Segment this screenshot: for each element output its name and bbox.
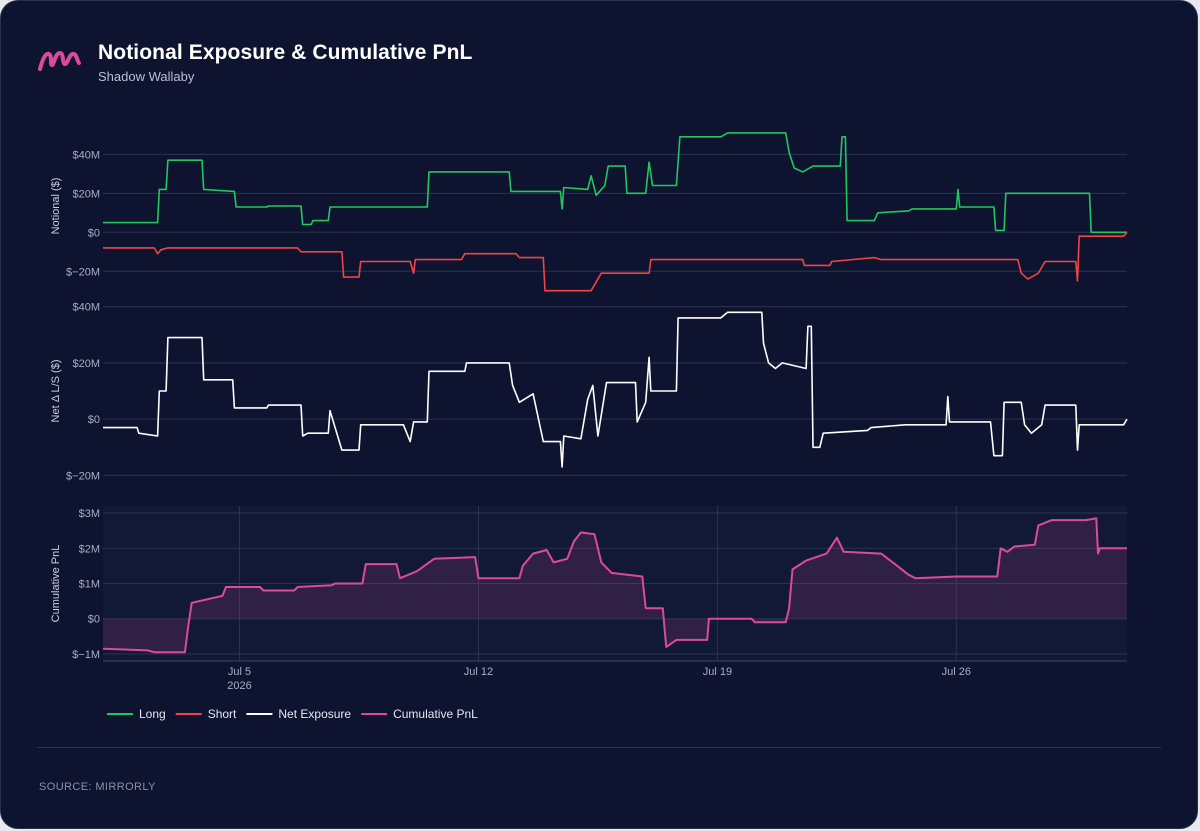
notional-y-tick-label: $40M bbox=[72, 149, 100, 161]
pnl-y-tick-label: $3M bbox=[79, 508, 100, 520]
series-line-long[interactable] bbox=[103, 132, 1127, 234]
legend-item-short[interactable]: Short bbox=[175, 707, 237, 721]
net-y-tick-label: $20M bbox=[72, 358, 100, 370]
pnl-y-axis-title: Cumulative PnL bbox=[50, 545, 62, 623]
x-tick-label-2: Jul 19 bbox=[703, 666, 732, 678]
series-line-net-exposure[interactable] bbox=[103, 311, 1128, 468]
panel-net: $40M $20M $0 $−20M Net Δ L/S ($) bbox=[50, 302, 1128, 482]
chart-title: Notional Exposure & Cumulative PnL bbox=[98, 41, 473, 64]
net-y-axis-title: Net Δ L/S ($) bbox=[50, 360, 62, 423]
legend-label: Net Exposure bbox=[278, 707, 351, 721]
pnl-y-tick-label: $−1M bbox=[72, 649, 100, 661]
mirrorly-logo-icon bbox=[38, 51, 81, 71]
net-y-tick-label: $40M bbox=[72, 302, 100, 314]
notional-y-tick-label: $−20M bbox=[66, 266, 100, 278]
panel-notional: $40M $20M $0 $−20M Notional ($) bbox=[50, 132, 1128, 292]
x-tick-label-0: Jul 5 bbox=[228, 666, 251, 678]
x-tick-label-1: Jul 12 bbox=[464, 666, 493, 678]
legend: Long Short Net Exposure Cumulative PnL bbox=[107, 707, 478, 721]
notional-y-axis-title: Notional ($) bbox=[50, 178, 62, 235]
notional-y-tick-label: $20M bbox=[72, 188, 100, 200]
legend-item-cumulative-pnl[interactable]: Cumulative PnL bbox=[361, 707, 478, 721]
pnl-y-tick-label: $1M bbox=[79, 579, 100, 591]
legend-label: Short bbox=[208, 707, 237, 721]
legend-label: Long bbox=[139, 707, 166, 721]
notional-y-tick-label: $0 bbox=[88, 227, 100, 239]
net-y-tick-label: $0 bbox=[88, 414, 100, 426]
x-tick-label-3: Jul 26 bbox=[942, 666, 971, 678]
series-line-cumulative-pnl[interactable] bbox=[102, 517, 1127, 654]
legend-label: Cumulative PnL bbox=[393, 707, 478, 721]
series-area-cumulative-pnl bbox=[103, 518, 1127, 653]
source-note: SOURCE: MIRRORLY bbox=[39, 781, 156, 793]
footer-divider bbox=[37, 747, 1161, 748]
pnl-y-tick-label: $2M bbox=[79, 543, 100, 555]
series-line-short[interactable] bbox=[103, 231, 1128, 292]
legend-item-net-exposure[interactable]: Net Exposure bbox=[246, 707, 351, 721]
legend-item-long[interactable]: Long bbox=[107, 707, 166, 721]
x-tick-sublabel-0: 2026 bbox=[227, 680, 251, 692]
chart-subtitle: Shadow Wallaby bbox=[98, 69, 195, 84]
pnl-y-tick-label: $0 bbox=[88, 614, 100, 626]
net-y-tick-label: $−20M bbox=[66, 470, 100, 482]
chart-canvas: $40M $20M $0 $−20M Notional ($) $40M $20M $0 $−2… bbox=[50, 132, 1128, 721]
panel-pnl: $3M $2M $1M $0 $−1M Cumulative PnL Jul 5 2026 Ju… bbox=[50, 506, 1127, 692]
